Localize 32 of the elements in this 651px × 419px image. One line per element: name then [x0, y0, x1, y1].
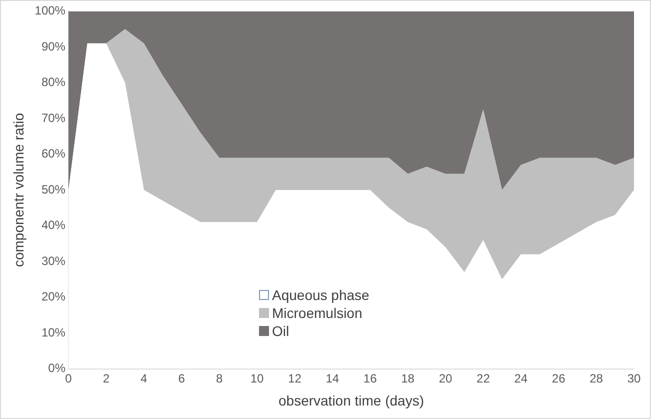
- x-tick-label: 2: [102, 371, 110, 386]
- legend-label: Oil: [272, 322, 290, 340]
- x-tick-label: 10: [250, 371, 264, 386]
- x-tick-label: 8: [216, 371, 223, 386]
- x-tick-label: 20: [438, 371, 452, 386]
- x-tick-label: 26: [552, 371, 566, 386]
- x-tick-label: 6: [178, 371, 186, 386]
- x-tick-label: 24: [514, 371, 528, 386]
- y-tick-label: 30%: [41, 254, 66, 268]
- legend-label: Microemulsion: [272, 304, 362, 322]
- x-tick-label: 14: [326, 371, 340, 386]
- x-tick-label: 16: [363, 371, 378, 386]
- x-tick-label: 4: [140, 371, 148, 386]
- y-tick-label: 10%: [41, 325, 66, 340]
- y-tick-label: 50%: [41, 182, 66, 196]
- x-tick-label: 12: [288, 371, 302, 386]
- y-tick-label: 100%: [34, 4, 66, 18]
- x-tick-label: 0: [65, 371, 72, 386]
- y-tick-label: 80%: [41, 75, 66, 90]
- y-tick-label: 90%: [41, 39, 66, 54]
- y-axis-title: componentr volume ratio: [10, 112, 26, 268]
- y-tick-label: 40%: [41, 218, 66, 232]
- x-axis-title: observation time (days): [278, 392, 424, 408]
- x-tick-label: 22: [476, 371, 490, 386]
- x-tick-label: 30: [627, 371, 641, 386]
- y-tick-label: 70%: [41, 110, 66, 125]
- y-tick-label: 20%: [41, 290, 66, 304]
- x-tick-label: 18: [401, 371, 415, 386]
- y-tick-label: 60%: [41, 146, 66, 161]
- y-tick-label: 0%: [48, 361, 66, 376]
- series-label: Aqueous phase: [272, 286, 370, 304]
- x-tick-label: 28: [590, 371, 604, 386]
